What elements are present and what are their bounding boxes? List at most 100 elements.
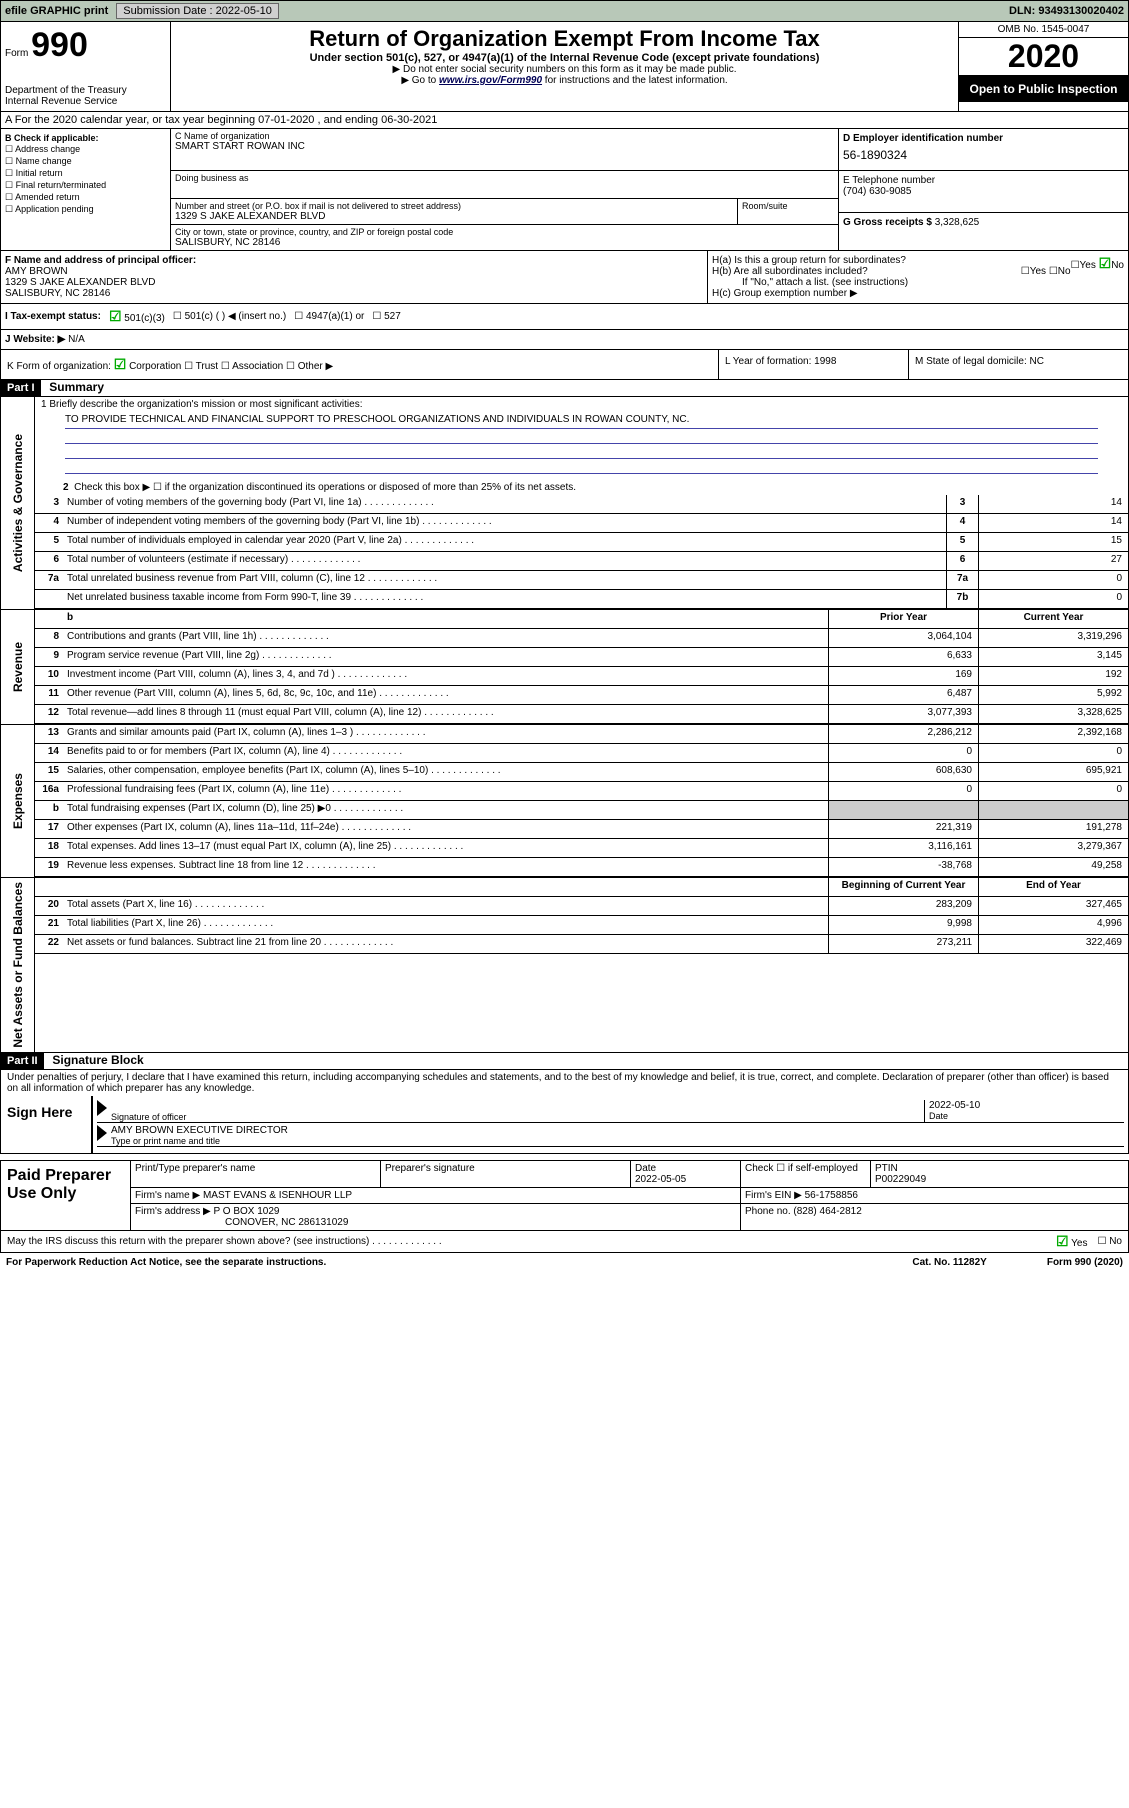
- form-ref: Form 990 (2020): [1047, 1257, 1123, 1268]
- j-row: J Website: ▶ N/A: [0, 330, 1129, 350]
- bottom-note: For Paperwork Reduction Act Notice, see …: [0, 1253, 1129, 1272]
- table-row: 19 Revenue less expenses. Subtract line …: [35, 858, 1128, 877]
- arrow-icon: [97, 1125, 107, 1141]
- cb-address-change[interactable]: ☐ Address change: [5, 144, 166, 155]
- col-b-checkboxes: B Check if applicable: ☐ Address change …: [1, 129, 171, 250]
- irs-link[interactable]: www.irs.gov/Form990: [439, 75, 542, 86]
- discuss-text: May the IRS discuss this return with the…: [7, 1236, 442, 1247]
- g-label: G Gross receipts $: [843, 217, 932, 228]
- addr-row: Number and street (or P.O. box if mail i…: [171, 199, 838, 224]
- hdr-prior: Prior Year: [828, 610, 978, 628]
- org-name-box: C Name of organization SMART START ROWAN…: [171, 129, 838, 171]
- e-label: E Telephone number: [843, 175, 1124, 186]
- cb-corp[interactable]: ☑ Corporation: [114, 361, 182, 372]
- table-row: 11 Other revenue (Part VIII, column (A),…: [35, 686, 1128, 705]
- note-post: for instructions and the latest informat…: [542, 75, 728, 86]
- officer-name: AMY BROWN: [5, 266, 703, 277]
- j-label: J Website: ▶: [5, 334, 65, 345]
- header-right: OMB No. 1545-0047 2020 Open to Public In…: [958, 22, 1128, 111]
- table-row: 5 Total number of individuals employed i…: [35, 533, 1128, 552]
- firm-addr-row: Firm's address ▶ P O BOX 1029CONOVER, NC…: [131, 1204, 1128, 1230]
- cb-assoc[interactable]: ☐ Association: [221, 361, 283, 372]
- efile-label: efile GRAPHIC print: [5, 5, 108, 17]
- km-row: K Form of organization: ☑ Corporation ☐ …: [0, 350, 1129, 380]
- cb-app-pending[interactable]: ☐ Application pending: [5, 204, 166, 215]
- g-val: 3,328,625: [935, 217, 980, 228]
- table-row: 22 Net assets or fund balances. Subtract…: [35, 935, 1128, 954]
- net-header: Beginning of Current Year End of Year: [35, 878, 1128, 897]
- side-expenses: Expenses: [1, 725, 35, 877]
- signature-section: Under penalties of perjury, I declare th…: [0, 1070, 1129, 1154]
- table-row: 7a Total unrelated business revenue from…: [35, 571, 1128, 590]
- tax-exempt-status: I Tax-exempt status: ☑ 501(c)(3) ☐ 501(c…: [1, 304, 1128, 329]
- prep-name-hdr: Print/Type preparer's name: [131, 1161, 381, 1187]
- k-col: K Form of organization: ☑ Corporation ☐ …: [1, 350, 718, 379]
- paperwork-text: For Paperwork Reduction Act Notice, see …: [6, 1257, 326, 1268]
- blank-line: [65, 459, 1098, 474]
- mission-text: TO PROVIDE TECHNICAL AND FINANCIAL SUPPO…: [65, 414, 1098, 429]
- blank-line: [65, 429, 1098, 444]
- cb-final-return[interactable]: ☐ Final return/terminated: [5, 180, 166, 191]
- sign-here-row: Sign Here Signature of officer 2022-05-1…: [1, 1096, 1128, 1153]
- prep-ptin: PTINP00229049: [871, 1161, 1128, 1187]
- prep-selfemp[interactable]: Check ☐ if self-employed: [741, 1161, 871, 1187]
- sign-here-label: Sign Here: [1, 1096, 91, 1153]
- i-row: I Tax-exempt status: ☑ 501(c)(3) ☐ 501(c…: [0, 304, 1129, 330]
- org-name: SMART START ROWAN INC: [175, 141, 834, 152]
- submission-date-button[interactable]: Submission Date : 2022-05-10: [116, 3, 279, 19]
- table-row: 3 Number of voting members of the govern…: [35, 495, 1128, 514]
- phone-box: E Telephone number (704) 630-9085: [839, 171, 1128, 213]
- cb-501c3[interactable]: ☑ 501(c)(3): [109, 308, 165, 325]
- table-row: 13 Grants and similar amounts paid (Part…: [35, 725, 1128, 744]
- suite-label: Room/suite: [742, 201, 834, 211]
- expenses-section: Expenses 13 Grants and similar amounts p…: [0, 725, 1129, 878]
- dept-label: Department of the Treasury Internal Reve…: [5, 85, 166, 107]
- hc-row: H(c) Group exemption number ▶: [712, 288, 1124, 299]
- table-row: Net unrelated business taxable income fr…: [35, 590, 1128, 609]
- table-row: b Total fundraising expenses (Part IX, c…: [35, 801, 1128, 820]
- table-row: 4 Number of independent voting members o…: [35, 514, 1128, 533]
- arrow-icon: [97, 1100, 107, 1116]
- cb-527[interactable]: ☐ 527: [372, 311, 400, 322]
- addr-val: 1329 S JAKE ALEXANDER BLVD: [175, 211, 733, 222]
- cb-other[interactable]: ☐ Other ▶: [286, 361, 333, 372]
- rev-header: b Prior Year Current Year: [35, 610, 1128, 629]
- side-revenue: Revenue: [1, 610, 35, 724]
- sig-officer-line[interactable]: Signature of officer 2022-05-10Date: [97, 1100, 1124, 1123]
- prep-header-row: Print/Type preparer's name Preparer's si…: [131, 1161, 1128, 1188]
- note-ssn: ▶ Do not enter social security numbers o…: [175, 64, 954, 75]
- cb-amended[interactable]: ☐ Amended return: [5, 192, 166, 203]
- cb-501c[interactable]: ☐ 501(c) ( ) ◀ (insert no.): [173, 311, 286, 322]
- table-row: 17 Other expenses (Part IX, column (A), …: [35, 820, 1128, 839]
- dln-label: DLN: 93493130020402: [1009, 5, 1124, 17]
- table-row: 12 Total revenue—add lines 8 through 11 …: [35, 705, 1128, 724]
- b-label: B Check if applicable:: [5, 133, 166, 143]
- note-link: ▶ Go to www.irs.gov/Form990 for instruct…: [175, 75, 954, 86]
- tax-year: 2020: [959, 38, 1128, 76]
- dba-label: Doing business as: [175, 173, 834, 183]
- form-number: 990: [31, 26, 88, 64]
- omb-number: OMB No. 1545-0047: [959, 22, 1128, 38]
- q2-checkbox[interactable]: 2 Check this box ▶ ☐ if the organization…: [35, 476, 1128, 495]
- part2-title: Signature Block: [46, 1051, 149, 1069]
- section-bcde: B Check if applicable: ☐ Address change …: [0, 129, 1129, 250]
- form-subtitle: Under section 501(c), 527, or 4947(a)(1)…: [175, 52, 954, 64]
- tax-year-row: A For the 2020 calendar year, or tax yea…: [0, 112, 1129, 129]
- discuss-yes[interactable]: ☑ Yes: [1056, 1233, 1088, 1250]
- cb-trust[interactable]: ☐ Trust: [184, 361, 218, 372]
- cb-name-change[interactable]: ☐ Name change: [5, 156, 166, 167]
- sig-date: 2022-05-10Date: [924, 1100, 1124, 1122]
- fg-row: F Name and address of principal officer:…: [0, 250, 1129, 304]
- side-governance: Activities & Governance: [1, 397, 35, 609]
- cb-initial-return[interactable]: ☐ Initial return: [5, 168, 166, 179]
- sig-officer-label: Signature of officer: [111, 1100, 924, 1122]
- table-row: 9 Program service revenue (Part VIII, li…: [35, 648, 1128, 667]
- h-col: H(a) Is this a group return for subordin…: [708, 251, 1128, 303]
- cb-4947[interactable]: ☐ 4947(a)(1) or: [294, 311, 364, 322]
- hdr-end: End of Year: [978, 878, 1128, 896]
- gross-receipts-box: G Gross receipts $ 3,328,625: [839, 213, 1128, 233]
- discuss-row: May the IRS discuss this return with the…: [0, 1231, 1129, 1253]
- city-val: SALISBURY, NC 28146: [175, 237, 834, 248]
- discuss-no[interactable]: ☐ No: [1097, 1236, 1122, 1247]
- table-row: 21 Total liabilities (Part X, line 26) 9…: [35, 916, 1128, 935]
